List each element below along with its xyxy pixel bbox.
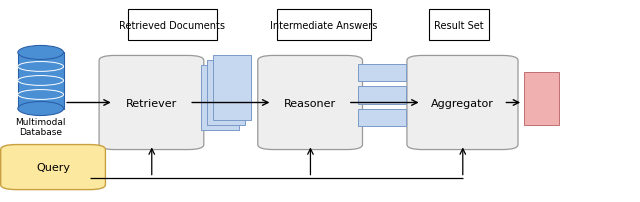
Bar	[207, 61, 245, 125]
Text: Retrieved Documents: Retrieved Documents	[119, 21, 225, 31]
Bar	[358, 109, 406, 126]
Bar	[213, 56, 252, 120]
Ellipse shape	[18, 46, 63, 60]
Ellipse shape	[18, 102, 63, 116]
Bar	[429, 10, 490, 41]
Text: Aggregator: Aggregator	[431, 98, 494, 108]
Bar	[277, 10, 371, 41]
Text: Multimodal
Database: Multimodal Database	[15, 117, 66, 136]
Text: Result Set: Result Set	[435, 21, 484, 31]
FancyBboxPatch shape	[258, 56, 362, 150]
Bar	[524, 73, 559, 125]
Bar	[358, 65, 406, 82]
FancyBboxPatch shape	[99, 56, 204, 150]
Text: Query: Query	[36, 162, 70, 172]
Bar	[200, 66, 239, 130]
Text: Intermediate Answers: Intermediate Answers	[270, 21, 378, 31]
FancyBboxPatch shape	[407, 56, 518, 150]
Bar	[127, 10, 216, 41]
Text: Retriever: Retriever	[126, 98, 177, 108]
FancyBboxPatch shape	[1, 145, 106, 190]
Text: Reasoner: Reasoner	[284, 98, 336, 108]
Bar	[18, 53, 63, 109]
Bar	[358, 87, 406, 104]
